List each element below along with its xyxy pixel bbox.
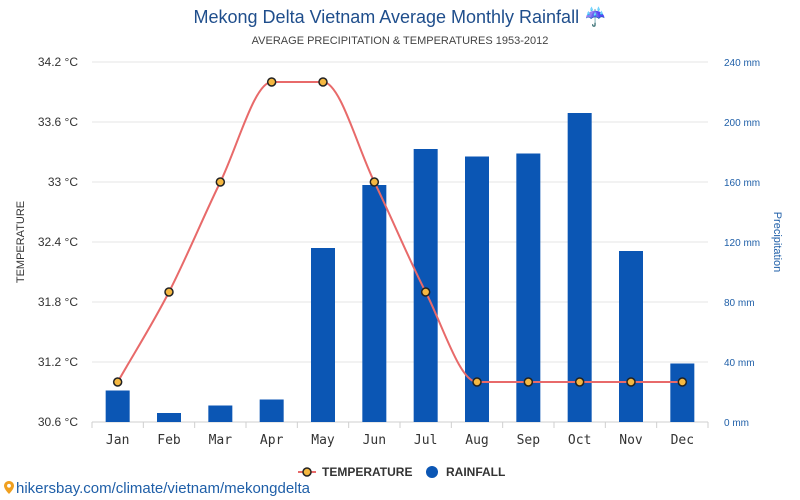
- temperature-point: [523, 377, 534, 387]
- rainfall-bar: [670, 363, 695, 422]
- left-tick-label: 31.8 °C: [38, 295, 78, 309]
- temperature-point: [215, 177, 226, 187]
- rainfall-bar: [259, 399, 284, 422]
- chart-subtitle: AVERAGE PRECIPITATION & TEMPERATURES 195…: [251, 35, 549, 47]
- x-tick-label: Oct: [568, 433, 591, 448]
- legend-rainfall-marker: [426, 466, 438, 478]
- rainfall-bar: [311, 248, 335, 422]
- left-tick-label: 33.6 °C: [38, 115, 78, 129]
- rainfall-bar: [105, 390, 130, 422]
- rainfall-bar: [567, 113, 592, 422]
- legend-temperature-marker: [302, 467, 312, 477]
- rainfall-bar: [157, 413, 181, 422]
- map-pin-icon: [4, 481, 14, 494]
- x-tick-label: Sep: [517, 433, 541, 448]
- temperature-point: [318, 77, 328, 87]
- chart-title: Mekong Delta Vietnam Average Monthly Rai…: [193, 7, 607, 27]
- left-tick-label: 32.4 °C: [38, 235, 78, 249]
- left-axis-label: TEMPERATURE: [15, 201, 27, 283]
- rainfall-bar: [413, 149, 438, 422]
- legend-temperature-label: TEMPERATURE: [322, 465, 412, 479]
- temperature-point: [677, 377, 688, 387]
- right-tick-label: 240 mm: [724, 58, 760, 69]
- temperature-point: [369, 177, 380, 187]
- x-tick-label: Jul: [414, 433, 437, 448]
- rainfall-bar: [362, 185, 387, 422]
- temperature-point: [574, 377, 585, 387]
- rainfall-bar: [619, 251, 643, 422]
- right-tick-label: 160 mm: [724, 178, 760, 189]
- right-tick-label: 40 mm: [724, 358, 755, 369]
- temperature-point: [164, 287, 174, 297]
- temperature-point: [420, 287, 431, 297]
- temperature-point: [112, 377, 123, 387]
- left-tick-label: 33 °C: [48, 175, 78, 189]
- right-tick-label: 0 mm: [724, 418, 749, 429]
- x-tick-label: Jun: [363, 433, 386, 448]
- x-tick-label: Jan: [106, 433, 129, 448]
- left-tick-label: 34.2 °C: [38, 55, 78, 69]
- right-tick-label: 80 mm: [724, 298, 755, 309]
- legend-rainfall-label: RAINFALL: [446, 465, 505, 479]
- x-tick-label: Feb: [157, 433, 181, 448]
- right-tick-label: 120 mm: [724, 238, 760, 249]
- x-tick-label: Apr: [260, 433, 284, 448]
- rainfall-bar: [208, 405, 233, 422]
- right-axis-label: Precipitation: [771, 212, 783, 273]
- x-tick-label: Nov: [619, 433, 643, 448]
- x-tick-label: Aug: [465, 433, 488, 448]
- right-tick-label: 200 mm: [724, 118, 760, 129]
- temperature-point: [472, 377, 482, 387]
- footer-link[interactable]: hikersbay.com/climate/vietnam/mekongdelt…: [4, 480, 310, 497]
- temperature-point: [626, 377, 636, 387]
- temperature-point: [266, 77, 277, 87]
- x-tick-label: May: [311, 433, 335, 448]
- left-tick-label: 30.6 °C: [38, 415, 78, 429]
- left-tick-label: 31.2 °C: [38, 355, 78, 369]
- x-tick-label: Dec: [671, 433, 694, 448]
- footer-link-text[interactable]: hikersbay.com/climate/vietnam/mekongdelt…: [16, 480, 311, 497]
- x-tick-label: Mar: [209, 433, 233, 448]
- temperature-line: [116, 81, 683, 383]
